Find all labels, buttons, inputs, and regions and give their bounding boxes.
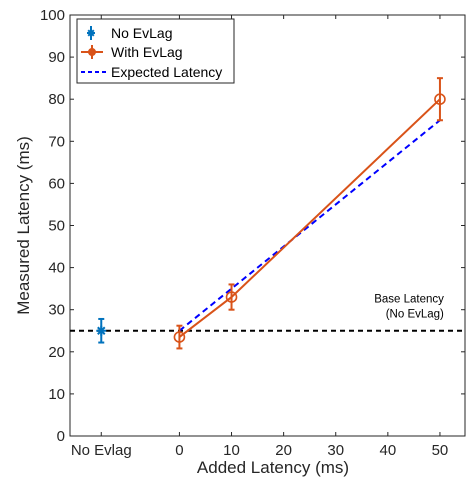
y-tick-label: 90	[48, 49, 65, 66]
legend-label: Expected Latency	[111, 64, 222, 80]
legend-with-evlag-marker	[88, 48, 96, 56]
legend-label: No EvLag	[111, 25, 172, 41]
x-axis-title: Added Latency (ms)	[197, 458, 349, 477]
with-evlag-point	[173, 331, 186, 343]
x-tick-label: 50	[432, 442, 449, 459]
y-tick-label: 100	[40, 7, 65, 24]
no-evlag-point-stroke	[97, 326, 106, 335]
y-tick-label: 30	[48, 302, 65, 319]
y-tick-label: 50	[48, 218, 65, 235]
plot-frame	[69, 14, 466, 437]
y-axis-title: Measured Latency (ms)	[14, 136, 33, 315]
y-tick-label: 20	[48, 344, 65, 361]
plot-area: 0 10 20 30 40 50 60 70 80 90 100 No Evlag 0 10 20 30 40 5…	[14, 7, 466, 477]
with-evlag-point	[225, 291, 238, 303]
base-latency-annotation: (No EvLag)	[386, 308, 444, 320]
y-tick-label: 80	[48, 91, 65, 108]
y-tick-label: 0	[57, 428, 65, 445]
with-evlag-point	[434, 93, 446, 105]
x-tick-label: 0	[175, 442, 183, 459]
y-tick-label: 40	[48, 260, 65, 277]
x-tick-label: No Evlag	[71, 442, 132, 459]
x-tick-label: 20	[275, 442, 292, 459]
base-latency-annotation: Base Latency	[374, 293, 444, 305]
y-tick-label: 10	[48, 386, 65, 403]
legend-label: With EvLag	[111, 44, 183, 60]
y-tick-label: 70	[48, 133, 65, 150]
no-evlag-point	[96, 325, 107, 336]
legend-no-evlag-marker-stroke	[87, 29, 95, 37]
expected-latency-line	[178, 119, 441, 332]
legend-no-evlag-marker	[87, 29, 95, 37]
x-tick-label: 40	[379, 442, 396, 459]
x-tick-label: 30	[327, 442, 344, 459]
x-tick-label: 10	[223, 442, 240, 459]
legend: No EvLag With EvLag Expected Latency	[76, 18, 235, 84]
y-tick-label: 60	[48, 175, 65, 192]
